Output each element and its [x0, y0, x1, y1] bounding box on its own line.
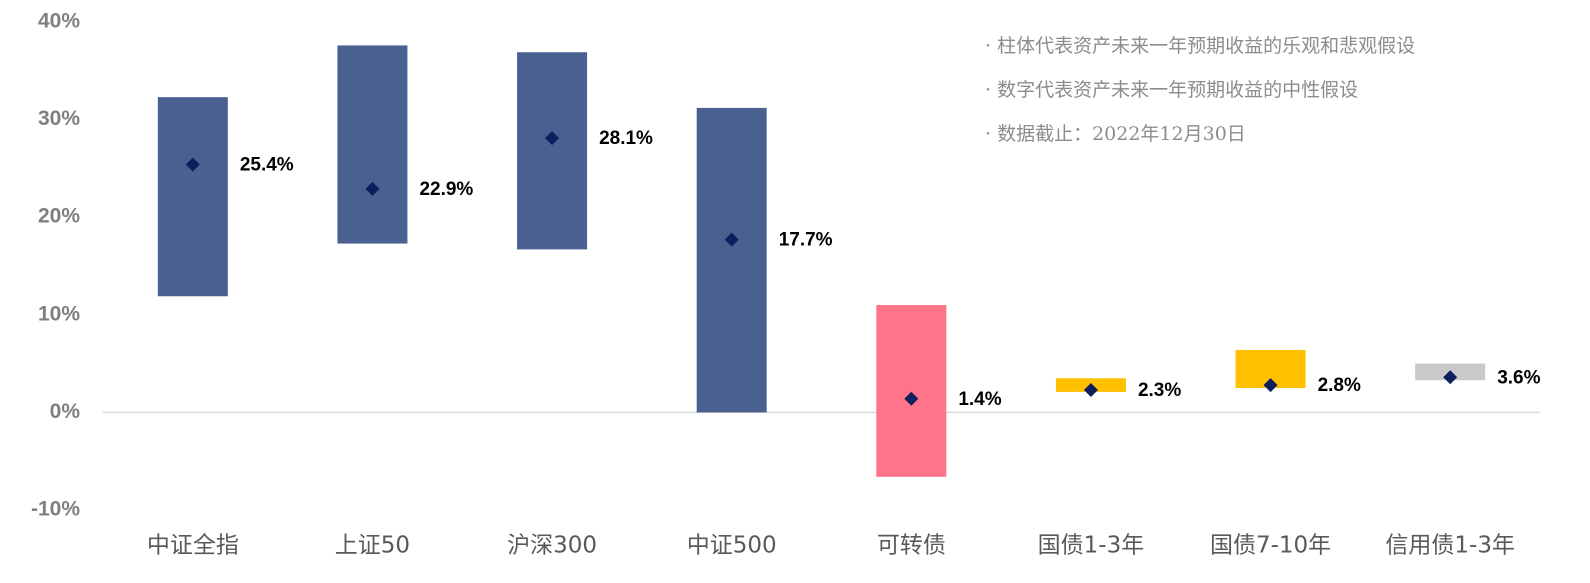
x-tick-label: 国债1-3年 — [1038, 533, 1145, 559]
neutral-marker — [1083, 382, 1098, 397]
y-tick-label: 20% — [38, 205, 80, 228]
neutral-marker — [1443, 370, 1458, 385]
neutral-marker — [1263, 378, 1278, 393]
value-label: 2.3% — [1138, 380, 1181, 401]
y-tick-label: 40% — [38, 10, 80, 33]
x-tick-label: 中证500 — [687, 533, 777, 559]
value-label: 2.8% — [1318, 375, 1361, 396]
range-bar — [876, 305, 947, 477]
range-bar — [337, 45, 408, 244]
value-label: 28.1% — [599, 128, 653, 149]
value-label: 3.6% — [1497, 367, 1540, 388]
x-tick-label: 国债7-10年 — [1210, 533, 1331, 559]
note: · 数字代表资产未来一年预期收益的中性假设 — [985, 79, 1358, 101]
neutral-marker — [904, 391, 919, 406]
range-bar — [157, 97, 228, 297]
value-label: 1.4% — [958, 389, 1001, 410]
x-tick-label: 中证全指 — [147, 533, 239, 559]
x-tick-label: 沪深300 — [507, 533, 597, 559]
y-tick-label: 30% — [38, 107, 80, 130]
value-label: 17.7% — [779, 230, 833, 251]
x-tick-label: 上证50 — [335, 533, 410, 559]
x-tick-label: 信用债1-3年 — [1385, 533, 1515, 559]
range-bar — [696, 107, 767, 413]
neutral-marker — [545, 131, 560, 146]
neutral-marker — [724, 232, 739, 247]
y-tick-label: -10% — [31, 498, 80, 521]
y-tick-label: 0% — [50, 400, 81, 423]
value-label: 22.9% — [419, 179, 473, 200]
note: · 柱体代表资产未来一年预期收益的乐观和悲观假设 — [985, 35, 1415, 57]
neutral-marker — [185, 157, 200, 172]
y-tick-label: 10% — [38, 302, 80, 325]
x-tick-label: 可转债 — [877, 533, 946, 559]
neutral-marker — [365, 181, 380, 196]
value-label: 25.4% — [240, 155, 294, 176]
range-bar — [517, 52, 588, 250]
note: · 数据截止：2022年12月30日 — [985, 123, 1246, 145]
